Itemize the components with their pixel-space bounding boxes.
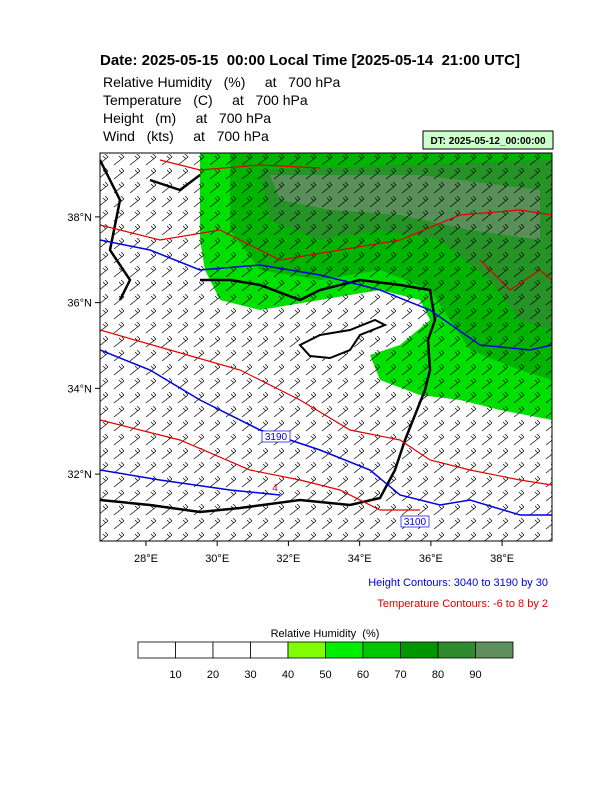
dt-label: DT: 2025-05-12_00:00:00 [430, 136, 546, 147]
cyprus [298, 318, 388, 360]
subtitle: Temperature (C) at 700 hPa [103, 92, 308, 108]
map-axes: 28°E 30°E 32°E 34°E 36°E 38°E 32°N 34°N 36°N 38°N [67, 212, 514, 565]
x-tick-label: 36°E [419, 553, 443, 565]
x-tick-label: 34°E [348, 553, 372, 565]
y-tick-label: 34°N [67, 383, 92, 395]
colorbar-tick-label: 50 [319, 669, 331, 681]
colorbar-tick-label: 40 [282, 669, 294, 681]
colorbar-box [400, 641, 439, 659]
dt-box [422, 130, 554, 150]
colorbar-box [325, 641, 364, 659]
contour-label: 3190 [265, 432, 288, 443]
contour-label: 4 [272, 483, 278, 494]
colorbar-tick-label: 60 [357, 669, 369, 681]
colorbar-box [137, 641, 176, 659]
colorbar-box [475, 641, 514, 659]
y-tick-label: 36°N [67, 298, 92, 310]
colorbar: 10 20 30 40 50 60 70 80 90 [137, 641, 514, 681]
colorbar-box [287, 641, 326, 659]
x-tick-label: 28°E [134, 553, 158, 565]
colorbar-tick-label: 80 [432, 669, 444, 681]
subtitle: Height (m) at 700 hPa [103, 110, 271, 126]
x-tick-label: 38°E [490, 553, 514, 565]
colorbar-tick-label: 90 [469, 669, 481, 681]
subtitle: Wind (kts) at 700 hPa [103, 128, 269, 144]
contour-label: 3100 [404, 517, 427, 528]
contour-label-box [400, 515, 430, 528]
height-contour [100, 239, 552, 516]
contour-label-box [261, 430, 291, 443]
colorbar-tick-label: 10 [169, 669, 181, 681]
temperature-note: Temperature Contours: -6 to 8 by 2 [377, 598, 548, 610]
map-frame [99, 152, 553, 542]
height-note: Height Contours: 3040 to 3190 by 30 [368, 577, 548, 589]
x-tick-label: 32°E [276, 553, 300, 565]
y-tick-label: 38°N [67, 212, 92, 224]
colorbar-box [212, 641, 251, 659]
colorbar-box [175, 641, 214, 659]
temperature-contour [100, 159, 552, 511]
colorbar-title: Relative Humidity (%) [271, 628, 380, 640]
colorbar-box [250, 641, 289, 659]
colorbar-box [362, 641, 401, 659]
colorbar-tick-label: 20 [207, 669, 219, 681]
colorbar-tick-label: 70 [394, 669, 406, 681]
title: Date: 2025-05-15 00:00 Local Time [2025-… [100, 52, 520, 69]
colorbar-tick-label: 30 [244, 669, 256, 681]
y-tick-label: 32°N [67, 469, 92, 481]
coastline [100, 159, 437, 514]
map-field: 3190 4 3100 [100, 153, 552, 541]
x-tick-label: 30°E [205, 553, 229, 565]
colorbar-box [437, 641, 476, 659]
subtitle: Relative Humidity (%) at 700 hPa [103, 74, 341, 90]
